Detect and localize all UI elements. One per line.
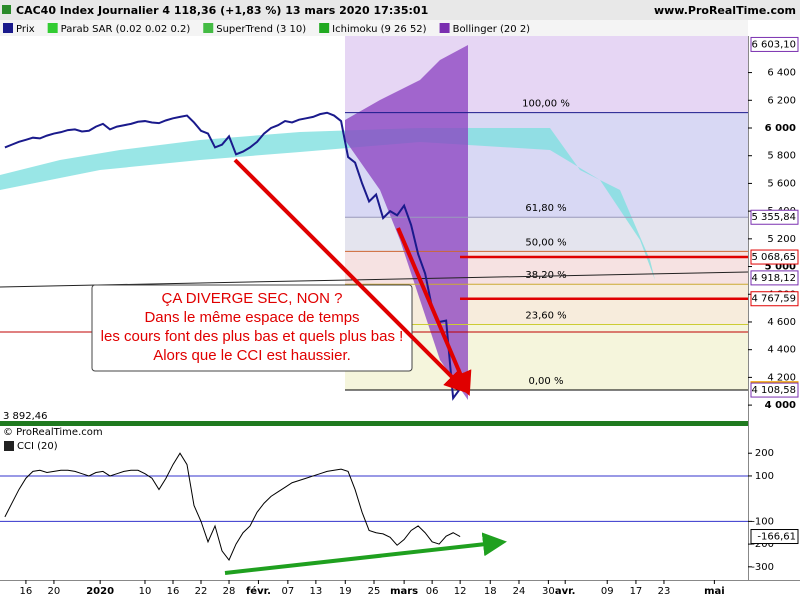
y-tick-label: 4 600 — [767, 317, 796, 328]
cci-value-box — [750, 529, 799, 545]
y-tick-label: 4 400 — [767, 345, 796, 356]
legend-label: Parab SAR (0.02 0.02 0.2) — [61, 24, 191, 35]
annotation-line: Dans le même espace de temps — [144, 309, 359, 326]
fib-label: 50,00 % — [525, 237, 566, 248]
arrow — [396, 227, 472, 397]
y-tick-label: 6 200 — [767, 95, 796, 106]
price-box — [750, 270, 799, 286]
price-box — [750, 382, 799, 398]
price-box-label: 5 068,65 — [751, 252, 796, 263]
y-tick-label: 5 000 — [765, 262, 796, 273]
arrow — [224, 532, 507, 575]
x-tick-label: 23 — [658, 586, 671, 597]
x-tick-label: 17 — [630, 586, 643, 597]
x-tick-label: 25 — [368, 586, 381, 597]
fib-label: 0,00 % — [529, 376, 564, 387]
y-min-label: 3 892,46 — [3, 411, 48, 422]
legend-label: Prix — [16, 24, 35, 35]
x-tick-label: 22 — [195, 586, 208, 597]
y-tick-label: 200 — [755, 448, 774, 459]
x-tick-label: 16 — [20, 586, 33, 597]
y-tick-label: 4 000 — [765, 400, 796, 411]
y-tick-label: 5 600 — [767, 178, 796, 189]
x-tick-label: mars — [390, 586, 418, 597]
copyright: © ProRealTime.com — [3, 427, 103, 438]
price-box-label: 5 355,84 — [751, 212, 796, 223]
cci-legend: CCI (20) — [17, 441, 58, 452]
price-box-label: 4 108,58 — [751, 385, 796, 396]
axis-line — [748, 36, 749, 580]
y-tick-label: 5 200 — [767, 234, 796, 245]
x-tick-label: févr. — [246, 585, 271, 597]
y-tick-label: 6 400 — [767, 68, 796, 79]
x-tick-label: 30 — [542, 586, 555, 597]
legend-label: Bollinger (20 2) — [453, 24, 531, 35]
legend-swatch — [319, 23, 330, 33]
fib-label: 61,80 % — [525, 203, 566, 214]
legend-swatch — [47, 23, 58, 33]
x-tick-label: 09 — [601, 586, 614, 597]
annotation-line: ÇA DIVERGE SEC, NON ? — [162, 290, 343, 307]
fib-label: 100,00 % — [522, 99, 570, 110]
y-tick-label: 4 200 — [767, 372, 796, 383]
legend-swatch — [439, 23, 450, 33]
y-tick-label: 100 — [755, 471, 774, 482]
x-tick-label: 18 — [484, 586, 497, 597]
legend-swatch — [3, 23, 13, 33]
header-title: CAC40 Index Journalier 4 118,36 (+1,83 %… — [16, 4, 428, 17]
pane-separator — [0, 421, 748, 426]
x-tick-label: 28 — [223, 586, 236, 597]
legend-bar — [0, 20, 748, 36]
y-tick-label: -100 — [751, 516, 774, 527]
header-bar — [0, 0, 800, 20]
x-tick-label: 16 — [167, 586, 180, 597]
price-box-label: 4 918,12 — [751, 273, 796, 284]
x-tick-label: 24 — [513, 586, 526, 597]
price-box-label: 6 603,10 — [751, 39, 796, 50]
y-tick-label: -300 — [751, 562, 774, 573]
price-box — [750, 209, 799, 225]
x-tick-label: 07 — [281, 586, 294, 597]
legend-label: SuperTrend (3 10) — [216, 24, 306, 35]
x-tick-label: 06 — [426, 586, 439, 597]
price-box — [750, 36, 799, 52]
x-tick-label: 13 — [310, 586, 323, 597]
price-line — [4, 111, 461, 401]
x-tick-label: 20 — [48, 586, 61, 597]
y-tick-label: -200 — [751, 539, 774, 550]
x-tick-label: 12 — [454, 586, 467, 597]
header-site: www.ProRealTime.com — [654, 4, 796, 17]
legend-swatch — [203, 23, 214, 33]
fib-label: 23,60 % — [525, 311, 566, 322]
arrow — [233, 158, 469, 394]
y-tick-label: 6 000 — [765, 123, 796, 134]
cci-line — [4, 452, 461, 561]
annotation-box — [91, 284, 413, 372]
price-box — [750, 291, 799, 307]
cci-value-label: -166,61 — [757, 532, 796, 543]
legend-label: Ichimoku (9 26 52) — [332, 24, 426, 35]
x-tick-label: avr. — [555, 586, 576, 597]
bollinger-band — [345, 45, 468, 400]
x-tick-label: 19 — [339, 586, 352, 597]
y-tick-label: 5 800 — [767, 151, 796, 162]
x-tick-label: 2020 — [86, 586, 114, 597]
annotation-line: les cours font des plus bas et quels plu… — [101, 328, 404, 345]
x-tick-label: 10 — [139, 586, 152, 597]
legend-swatch — [4, 441, 14, 451]
x-tick-label: mai — [704, 586, 725, 597]
header-icon — [2, 5, 11, 14]
x-axis-line — [0, 580, 800, 581]
price-box-label: 4 767,59 — [751, 294, 796, 305]
annotation-line: Alors que le CCI est haussier. — [153, 347, 351, 364]
price-box — [750, 249, 799, 265]
